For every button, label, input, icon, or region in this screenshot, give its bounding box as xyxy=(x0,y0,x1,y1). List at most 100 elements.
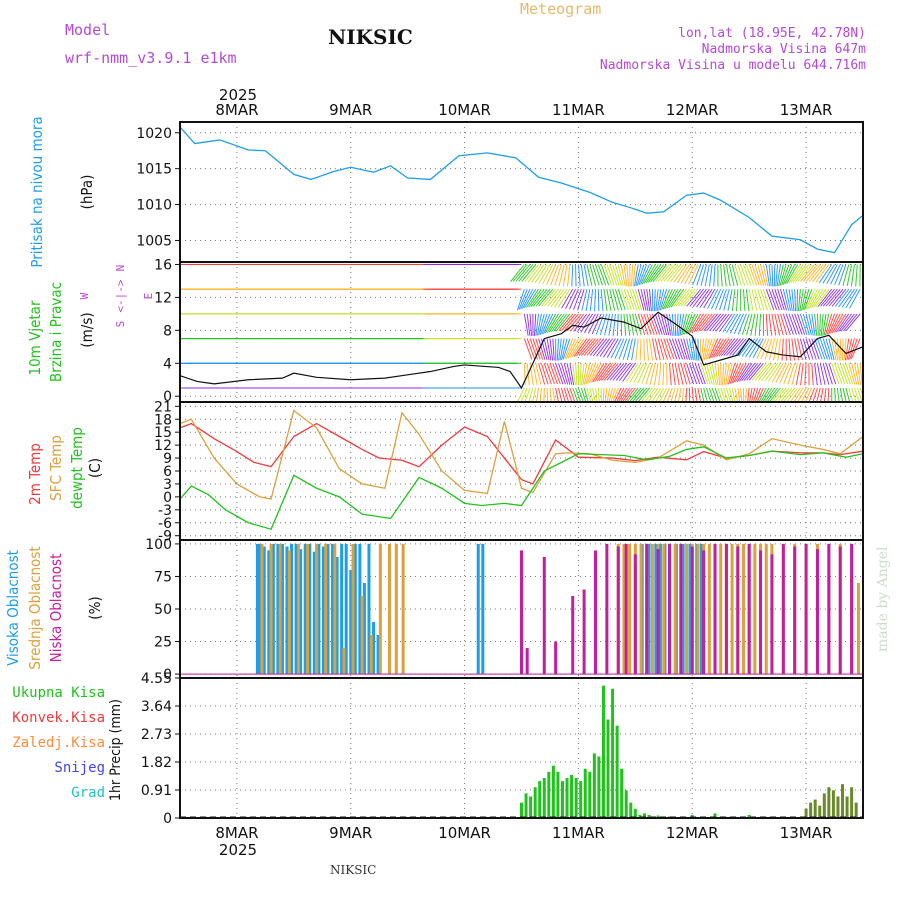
series-line-dewpt-temp xyxy=(180,446,863,531)
series-line-sfc-temp xyxy=(180,409,863,500)
wind-arrow xyxy=(694,338,698,361)
wind-arrow xyxy=(546,264,557,285)
wind-arrow xyxy=(576,338,591,357)
precip-bar xyxy=(601,685,605,818)
wind-arrow xyxy=(666,313,672,336)
wind-arrow xyxy=(682,313,690,336)
wind-arrow xyxy=(751,289,758,311)
wind-arrow xyxy=(722,363,725,386)
cloud-bar xyxy=(681,543,685,675)
wind-arrow xyxy=(617,264,624,287)
wind-arrow xyxy=(566,363,573,385)
wind-arrow xyxy=(532,338,541,360)
cloud-bar xyxy=(280,543,284,675)
wind-arrow xyxy=(842,363,851,385)
wind-arrow xyxy=(777,338,781,361)
wind-arrow xyxy=(760,387,770,402)
wind-arrow xyxy=(633,363,645,384)
wind-arrow xyxy=(705,338,713,360)
wind-arrow xyxy=(802,338,811,360)
wind-arrow xyxy=(608,313,614,336)
wind-arrow xyxy=(652,264,668,283)
wind-arrow xyxy=(533,313,537,336)
wind-arrow xyxy=(758,313,762,336)
wind-arrow xyxy=(518,264,534,282)
precip-legend-3: Snijeg xyxy=(54,760,105,776)
wind-arrow xyxy=(831,338,837,361)
wind-arrow xyxy=(765,264,771,287)
wind-arrow xyxy=(797,338,803,361)
precip-legend-2: Zaledj.Kisa xyxy=(12,735,105,751)
wind-arrow xyxy=(779,313,788,336)
wind-arrow xyxy=(520,387,528,402)
cloud-bar xyxy=(690,546,694,675)
cloud-bar xyxy=(303,543,307,675)
wind-arrow xyxy=(708,363,715,385)
wind-arrow xyxy=(825,338,833,360)
precip-bar xyxy=(542,778,546,818)
bottom-date-label: 10MAR xyxy=(438,824,491,842)
wind-arrow xyxy=(793,387,804,402)
cloud-bar xyxy=(369,635,373,675)
wind-arrow xyxy=(661,288,670,310)
cloud-bar xyxy=(753,543,757,675)
wind-arrow xyxy=(748,338,761,358)
wind-arrow xyxy=(849,288,861,309)
wind-arrow xyxy=(768,289,778,311)
wind-arrow xyxy=(714,363,719,386)
plot-area xyxy=(180,543,863,675)
wind-arrow xyxy=(544,313,557,334)
wind-arrow xyxy=(842,387,847,402)
cloud-bar xyxy=(290,543,294,675)
precip-bar xyxy=(615,725,619,818)
wind-arrow xyxy=(649,363,656,385)
wind-arrow xyxy=(535,363,542,385)
wind-arrow xyxy=(685,387,688,402)
wind-arrow xyxy=(538,338,546,360)
wind-arrow xyxy=(595,313,605,335)
compass-glyph: N xyxy=(114,265,127,272)
wind-arrow xyxy=(703,288,716,309)
wind-arrow xyxy=(811,313,816,336)
cloud-bar xyxy=(260,543,264,675)
cloud-bar xyxy=(673,543,677,675)
wind-arrow xyxy=(669,264,685,283)
bottom-date-label: 9MAR xyxy=(329,824,372,842)
wind-arrow xyxy=(542,264,554,285)
wind-arrow xyxy=(728,338,744,356)
wind-arrow xyxy=(612,387,619,402)
wind-arrow xyxy=(567,338,579,359)
wind-arrow xyxy=(522,288,534,309)
wind-arrow xyxy=(666,387,673,402)
cloud-bar xyxy=(647,543,651,675)
wind-arrow xyxy=(726,363,733,385)
wind-arrow xyxy=(733,313,744,335)
wind-arrow xyxy=(838,264,847,286)
wind-arrow xyxy=(816,363,822,386)
wind-arrow xyxy=(762,387,773,402)
wind-arrow xyxy=(558,264,565,286)
wind-arrow xyxy=(794,289,797,312)
cloud-bar xyxy=(333,543,337,675)
wind-arrow xyxy=(703,313,719,332)
wind-arrow xyxy=(624,387,636,402)
wind-arrow xyxy=(833,313,847,333)
precip-bar xyxy=(583,768,587,818)
cloud-bar xyxy=(679,543,683,675)
cloud-bar xyxy=(269,543,273,675)
wind-arrow xyxy=(742,289,746,312)
wind-arrow xyxy=(822,338,831,360)
wind-arrow xyxy=(706,338,716,360)
wind-arrow xyxy=(618,338,628,360)
precip-bar xyxy=(647,814,651,818)
y-tick-label: 4 xyxy=(163,356,172,372)
cloud-bar xyxy=(605,543,609,675)
wind-arrow xyxy=(626,313,631,336)
wind-arrow xyxy=(825,363,833,385)
tempsfc-title: SFC Temp xyxy=(47,435,65,501)
cloud-bar xyxy=(387,543,391,675)
wind-arrow xyxy=(788,289,793,312)
wind-arrow xyxy=(668,363,672,386)
wind-arrow xyxy=(592,264,600,286)
